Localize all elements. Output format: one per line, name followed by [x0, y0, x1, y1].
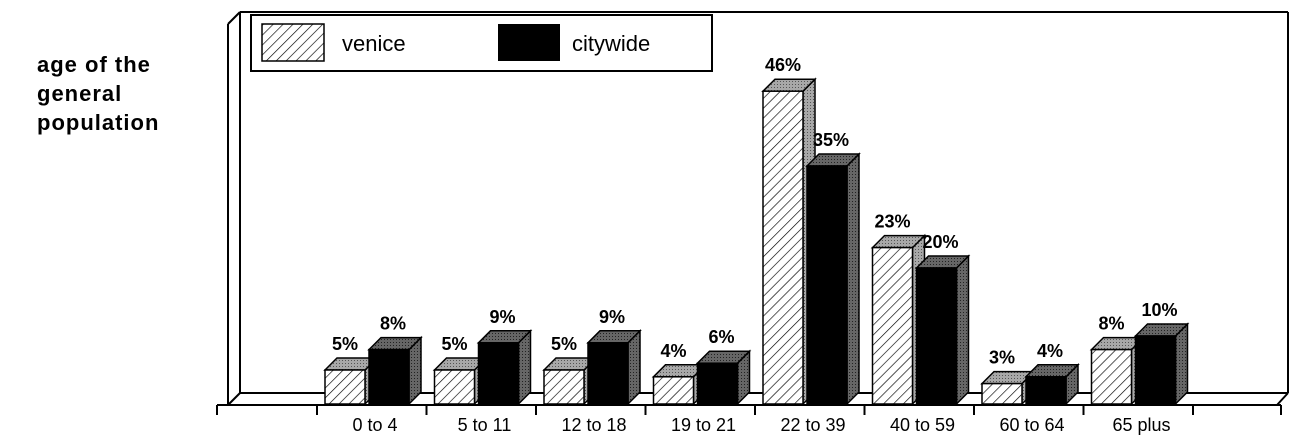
- legend-swatch-citywide: [498, 24, 560, 61]
- data-label-venice: 5%: [441, 334, 467, 354]
- floor-left-edge: [227, 392, 241, 406]
- chart-side-title: age of the general population: [37, 50, 197, 137]
- bar-series-group: [323, 77, 1190, 406]
- x-tick-label: 22 to 39: [780, 415, 845, 435]
- legend-box: [250, 14, 713, 72]
- x-tick-label: 5 to 11: [458, 415, 512, 435]
- data-label-venice: 4%: [660, 341, 686, 361]
- bar-front-face: [1025, 376, 1067, 405]
- x-tick-label-group: 0 to 4 5 to 11 12 to 18 19 to 21 22 to 39 40 …: [352, 415, 1170, 435]
- data-label-venice: 23%: [874, 212, 910, 232]
- data-label-venice: 46%: [765, 55, 801, 75]
- data-label-group: 5% 8% 5% 9% 5% 9% 4% 6% 46% 35% 23% 20% 3% 4% 8% 10%: [332, 55, 1178, 367]
- data-label-venice: 8%: [1098, 314, 1124, 334]
- bar-citywide-40-to-59: [914, 254, 971, 406]
- bar-front-face: [696, 362, 739, 405]
- bar-citywide-5-to-11: [476, 328, 533, 406]
- bar-front-face: [981, 382, 1023, 405]
- data-label-citywide: 8%: [380, 314, 406, 334]
- left-wall-top-edge: [227, 11, 241, 25]
- bar-side-face: [846, 152, 860, 406]
- bar-front-face: [806, 165, 848, 405]
- data-label-citywide: 20%: [922, 232, 958, 252]
- bar-front-face: [1134, 335, 1177, 405]
- x-tick-label: 40 to 59: [890, 415, 955, 435]
- bar-front-face: [477, 342, 520, 405]
- data-label-citywide: 9%: [489, 307, 515, 327]
- bar-citywide-0-to-4: [367, 335, 423, 406]
- side-title-line-3: population: [37, 110, 160, 135]
- x-tick-label: 0 to 4: [352, 415, 397, 435]
- data-label-citywide: 10%: [1141, 300, 1177, 320]
- side-title-line-1: age of the: [37, 52, 151, 77]
- data-label-citywide: 6%: [708, 327, 734, 347]
- bar-front-face: [652, 376, 695, 405]
- data-label-citywide: 4%: [1037, 341, 1063, 361]
- x-tick-label: 60 to 64: [999, 415, 1064, 435]
- x-tick-label: 65 plus: [1112, 415, 1170, 435]
- data-label-citywide: 9%: [599, 307, 625, 327]
- data-label-venice: 5%: [332, 334, 358, 354]
- x-tick-label: 19 to 21: [671, 415, 736, 435]
- floor-right-edge: [1276, 392, 1289, 406]
- bar-front-face: [543, 369, 585, 405]
- bar-citywide-60-to-64: [1024, 362, 1080, 406]
- legend-label-citywide: citywide: [572, 31, 650, 56]
- legend: venice citywide: [250, 14, 713, 72]
- bar-front-face: [871, 246, 914, 405]
- bar-front-face: [587, 342, 629, 405]
- data-label-venice: 3%: [989, 348, 1015, 368]
- data-label-citywide: 35%: [813, 130, 849, 150]
- bar-front-face: [368, 348, 410, 405]
- bar-citywide-22-to-39: [805, 152, 861, 406]
- bar-front-face: [762, 90, 804, 405]
- bar-citywide-65-plus: [1133, 322, 1190, 406]
- bar-citywide-19-to-21: [695, 349, 752, 406]
- side-title-line-2: general: [37, 81, 123, 106]
- bar-front-face: [324, 369, 366, 405]
- x-axis-ticks: [216, 405, 1282, 415]
- bar-front-face: [433, 369, 476, 405]
- bar-side-face: [1174, 322, 1189, 406]
- bar-citywide-12-to-18: [586, 328, 642, 406]
- legend-swatch-venice: [261, 23, 325, 62]
- bar-front-face: [1090, 348, 1133, 405]
- bar-front-face: [915, 267, 958, 405]
- data-label-venice: 5%: [551, 334, 577, 354]
- x-tick-label: 12 to 18: [561, 415, 626, 435]
- legend-label-venice: venice: [342, 31, 406, 56]
- bar-side-face: [955, 254, 970, 406]
